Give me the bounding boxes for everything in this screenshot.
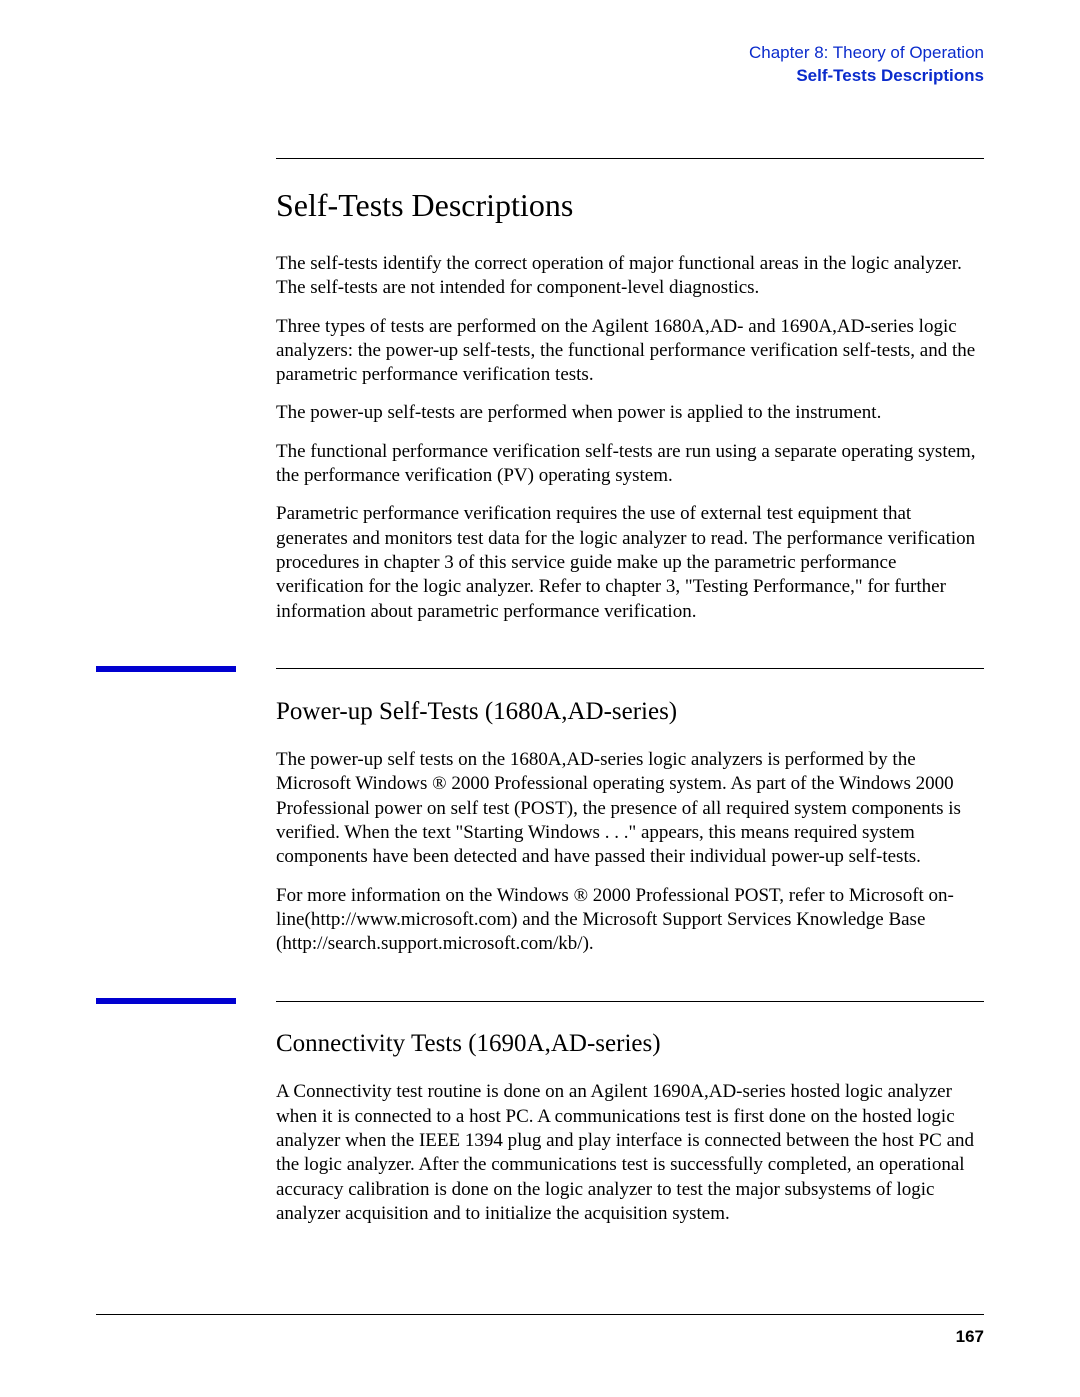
section-label: Self-Tests Descriptions: [96, 65, 984, 88]
section-rule: [96, 998, 984, 1004]
section-para: For more information on the Windows ® 20…: [276, 884, 984, 957]
top-rule: [276, 158, 984, 159]
chapter-label: Chapter 8: Theory of Operation: [96, 42, 984, 65]
page-number: 167: [96, 1327, 984, 1347]
section-power-up: Power-up Self-Tests (1680A,AD-series) Th…: [276, 666, 984, 957]
section-marker: [96, 666, 236, 672]
section-divider: [276, 668, 984, 669]
section-title: Power-up Self-Tests (1680A,AD-series): [276, 698, 984, 726]
intro-para: Parametric performance verification requ…: [276, 502, 984, 624]
section-para: A Connectivity test routine is done on a…: [276, 1080, 984, 1226]
intro-para: Three types of tests are performed on th…: [276, 315, 984, 388]
main-title: Self-Tests Descriptions: [276, 187, 984, 224]
page-footer: 167: [96, 1314, 984, 1347]
section-title: Connectivity Tests (1690A,AD-series): [276, 1030, 984, 1058]
section-rule: [96, 666, 984, 672]
section-para: The power-up self tests on the 1680A,AD-…: [276, 748, 984, 870]
page: Chapter 8: Theory of Operation Self-Test…: [0, 0, 1080, 1397]
section-marker: [96, 998, 236, 1004]
intro-para: The functional performance verification …: [276, 440, 984, 489]
intro-para: The self-tests identify the correct oper…: [276, 252, 984, 301]
section-connectivity: Connectivity Tests (1690A,AD-series) A C…: [276, 998, 984, 1226]
intro-para: The power-up self-tests are performed wh…: [276, 401, 984, 425]
content-area: Self-Tests Descriptions The self-tests i…: [276, 158, 984, 1226]
section-divider: [276, 1001, 984, 1002]
page-header: Chapter 8: Theory of Operation Self-Test…: [96, 42, 984, 88]
footer-rule: [96, 1314, 984, 1315]
